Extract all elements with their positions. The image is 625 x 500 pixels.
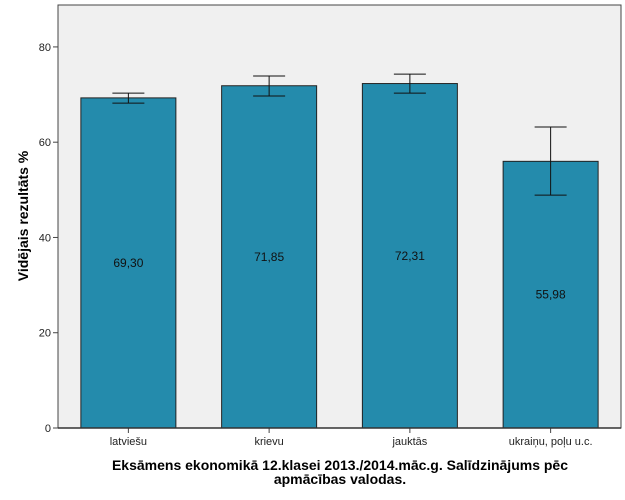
x-axis-title-line-1: Eksāmens ekonomikā 12.klasei 2013./2014.…	[112, 457, 568, 473]
bar-0	[80, 97, 177, 429]
value-label-2: 72,31	[395, 249, 425, 263]
y-tick-label: 40	[39, 232, 51, 244]
y-axis-title: Vidējais rezultāts %	[15, 150, 31, 281]
x-axis-title-line-2: apmācības valodas.	[274, 471, 406, 487]
value-label-1: 71,85	[254, 250, 284, 264]
value-label-3: 55,98	[536, 288, 566, 302]
x-tick-label: krievu	[254, 436, 283, 448]
y-tick-label: 0	[45, 423, 51, 435]
y-tick-label: 60	[39, 137, 51, 149]
bar-1	[221, 85, 318, 429]
y-tick-label: 20	[39, 328, 51, 340]
x-tick-label: latviešu	[110, 436, 147, 448]
x-tick-label: jauktās	[391, 436, 427, 448]
value-label-0: 69,30	[113, 256, 143, 270]
y-tick-label: 80	[39, 42, 51, 54]
x-tick-label: ukraiņu, poļu u.c.	[509, 436, 593, 448]
